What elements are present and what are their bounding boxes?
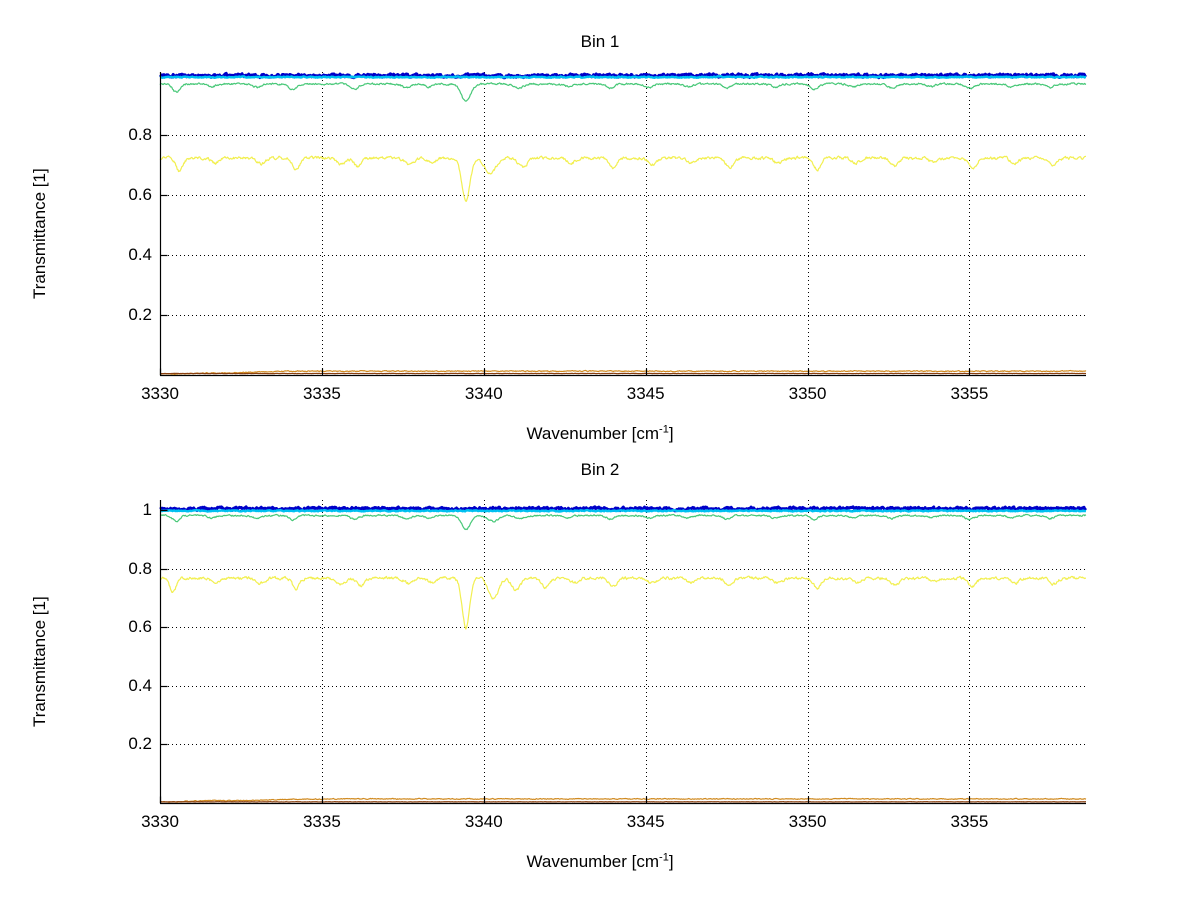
x-tick-label: 3330 bbox=[141, 384, 179, 403]
data-series-series-cyan bbox=[159, 75, 1087, 80]
y-tick-label: 0.4 bbox=[128, 245, 152, 265]
x-tick-label: 3340 bbox=[464, 384, 503, 403]
x-tick-label: 3350 bbox=[788, 812, 827, 831]
x-tick-label: 3350 bbox=[788, 384, 827, 403]
data-series-series-orange-baseline bbox=[159, 369, 1087, 375]
subplot-1-title: Bin 1 bbox=[580, 32, 620, 51]
x-tick-label: 3345 bbox=[626, 384, 665, 403]
x-tick-label: 3330 bbox=[141, 812, 179, 831]
y-tick-label: 0.2 bbox=[128, 305, 152, 325]
x-tick-label: 3340 bbox=[464, 812, 503, 831]
data-series-series-navy bbox=[159, 505, 1087, 513]
subplot-1-x-axis-label: Wavenumber [cm-1] bbox=[526, 423, 674, 443]
y-tick-label: 0.2 bbox=[128, 734, 152, 754]
data-series-series-yellow bbox=[159, 575, 1087, 630]
subplot-2-title: Bin 2 bbox=[580, 460, 620, 479]
y-tick-label: 0.8 bbox=[128, 558, 152, 578]
data-series-series-orange-baseline bbox=[159, 797, 1087, 803]
data-series-series-green bbox=[159, 513, 1087, 531]
y-tick-label: 0.8 bbox=[128, 125, 152, 145]
x-tick-label: 3345 bbox=[626, 812, 665, 831]
y-tick-label: 1 bbox=[142, 500, 152, 520]
data-series-series-green bbox=[159, 82, 1087, 102]
y-tick-label: 0.6 bbox=[128, 617, 152, 637]
y-tick-label: 0.6 bbox=[128, 185, 152, 205]
x-tick-label: 3335 bbox=[302, 812, 341, 831]
data-series-series-cyan bbox=[159, 508, 1087, 513]
subplot-2-x-axis-label: Wavenumber [cm-1] bbox=[526, 851, 674, 871]
y-tick-label: 0.4 bbox=[128, 675, 152, 695]
x-tick-label: 3355 bbox=[950, 384, 989, 403]
x-tick-label: 3355 bbox=[950, 812, 989, 831]
x-tick-label: 3335 bbox=[302, 384, 341, 403]
data-series-series-yellow bbox=[159, 155, 1087, 202]
